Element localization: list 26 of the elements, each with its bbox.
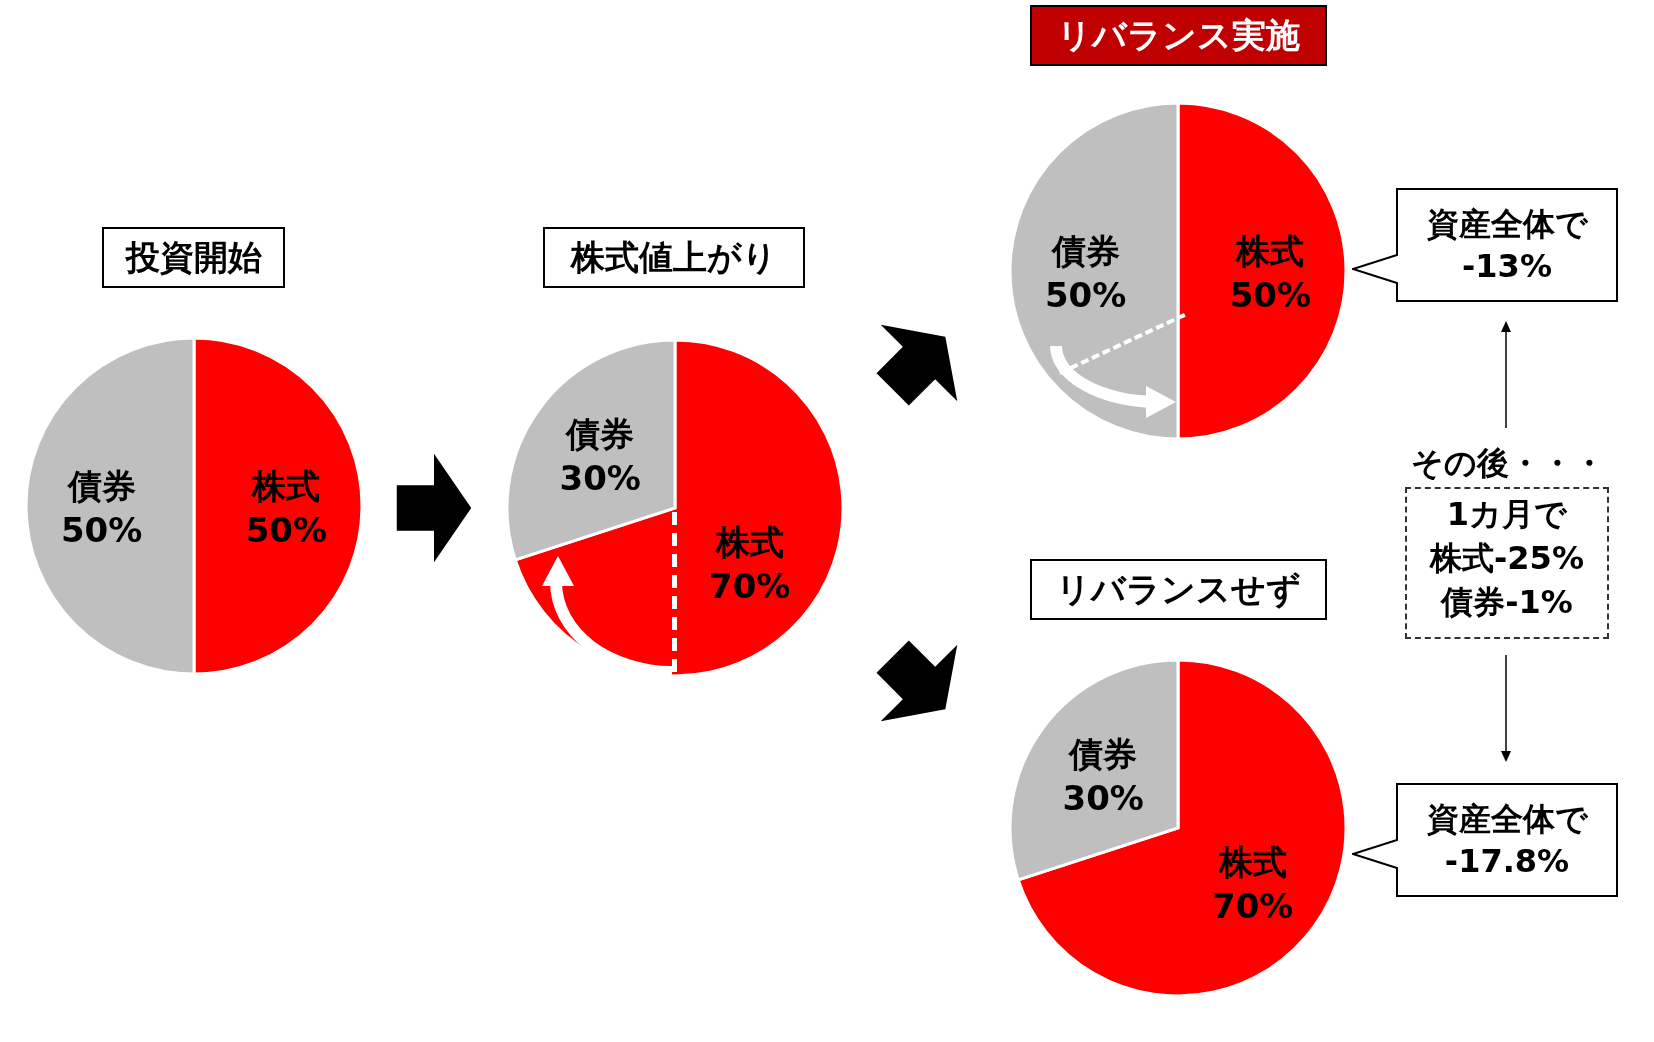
text: 1カ月で (1445, 494, 1569, 535)
text: 資産全体で -13% (1425, 203, 1589, 287)
text: その後・・・ (1410, 443, 1606, 483)
data-label: 30% (1062, 777, 1144, 818)
slice-label: 債券 (1068, 733, 1138, 774)
slice-label: 株式 (1216, 842, 1287, 883)
slice-label: 株式 (250, 466, 321, 506)
chart-title: 投資開始 (102, 227, 285, 288)
data-label: 50% (1044, 275, 1127, 315)
data-label: 50% (245, 510, 328, 550)
slice-label: 株式 (1234, 231, 1305, 271)
chart-title: リバランスせず (1030, 559, 1327, 620)
text: 株式-25% (1428, 538, 1585, 579)
text: 資産全体で -17.8% (1425, 798, 1589, 882)
chart-title: リバランス実施 (1030, 5, 1327, 66)
text: 債券-1% (1439, 582, 1574, 623)
slice-label: 債券 (66, 466, 136, 506)
slice-label: 株式 (713, 522, 784, 563)
slice-label: 債券 (1050, 231, 1120, 271)
chart-title: 株式値上がり (543, 227, 805, 288)
data-label: 70% (1212, 886, 1294, 927)
data-label: 30% (559, 457, 641, 498)
data-label: 50% (1229, 275, 1312, 315)
data-label: 70% (709, 566, 791, 607)
slice-label: 債券 (565, 413, 635, 454)
data-label: 50% (60, 510, 143, 550)
